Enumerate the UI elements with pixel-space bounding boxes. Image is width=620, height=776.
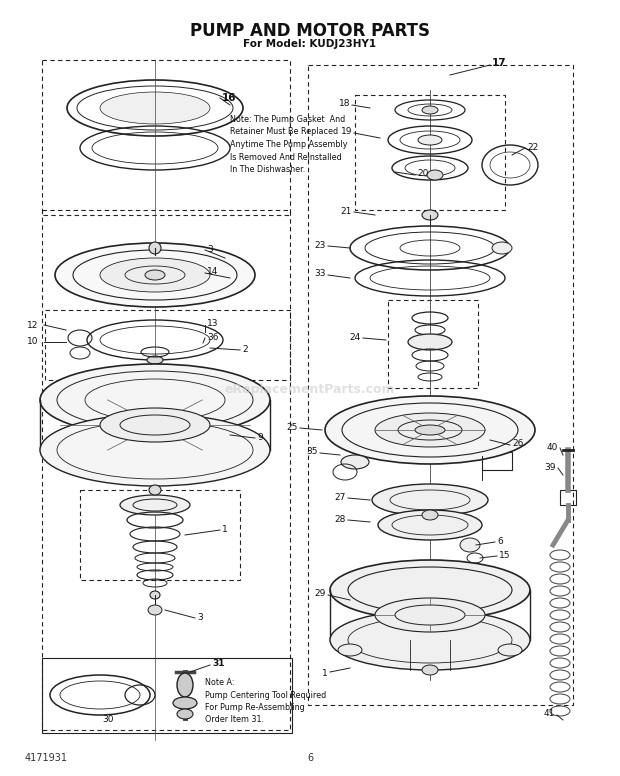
Text: 25: 25 bbox=[286, 422, 298, 431]
Ellipse shape bbox=[120, 495, 190, 515]
Text: 10: 10 bbox=[27, 338, 38, 347]
Ellipse shape bbox=[147, 356, 163, 364]
Bar bbox=[42, 658, 292, 733]
Text: 18: 18 bbox=[339, 99, 350, 109]
Text: 33: 33 bbox=[314, 269, 326, 279]
Text: 1: 1 bbox=[222, 525, 228, 534]
Bar bbox=[45, 310, 290, 380]
Text: 14: 14 bbox=[207, 268, 218, 276]
Text: 6: 6 bbox=[497, 536, 503, 546]
Text: 16: 16 bbox=[222, 93, 236, 103]
Ellipse shape bbox=[492, 242, 512, 254]
Text: 21: 21 bbox=[340, 206, 352, 216]
Text: 26: 26 bbox=[512, 439, 523, 449]
Text: 27: 27 bbox=[335, 493, 346, 501]
Ellipse shape bbox=[177, 673, 193, 697]
Ellipse shape bbox=[177, 709, 193, 719]
Ellipse shape bbox=[145, 270, 165, 280]
Text: 3: 3 bbox=[197, 614, 203, 622]
Ellipse shape bbox=[422, 210, 438, 220]
Ellipse shape bbox=[375, 598, 485, 632]
Bar bbox=[308, 65, 573, 705]
Text: 40: 40 bbox=[547, 442, 558, 452]
Text: Note A:
Pump Centering Tool Required
For Pump Re-Assembling
Order Item 31.: Note A: Pump Centering Tool Required For… bbox=[205, 678, 326, 725]
Ellipse shape bbox=[173, 697, 197, 709]
Ellipse shape bbox=[415, 425, 445, 435]
Ellipse shape bbox=[100, 408, 210, 442]
Ellipse shape bbox=[460, 538, 480, 552]
Ellipse shape bbox=[330, 560, 530, 620]
Text: 2: 2 bbox=[242, 345, 247, 354]
Bar bbox=[80, 490, 240, 580]
Bar bbox=[42, 60, 290, 215]
Text: 4171931: 4171931 bbox=[25, 753, 68, 763]
Ellipse shape bbox=[338, 644, 362, 656]
Text: 1: 1 bbox=[322, 668, 328, 677]
Text: 29: 29 bbox=[314, 590, 326, 598]
Text: 23: 23 bbox=[314, 241, 326, 251]
Text: 41: 41 bbox=[544, 709, 555, 719]
Text: 3: 3 bbox=[207, 244, 213, 254]
Bar bbox=[560, 490, 576, 505]
Text: PUMP AND MOTOR PARTS: PUMP AND MOTOR PARTS bbox=[190, 22, 430, 40]
Ellipse shape bbox=[375, 413, 485, 447]
Ellipse shape bbox=[372, 484, 488, 516]
Ellipse shape bbox=[100, 92, 210, 124]
Ellipse shape bbox=[418, 135, 442, 145]
Text: eReplacementParts.com: eReplacementParts.com bbox=[224, 383, 396, 397]
Ellipse shape bbox=[378, 510, 482, 540]
Text: 12: 12 bbox=[27, 320, 38, 330]
Bar bbox=[388, 300, 478, 388]
Ellipse shape bbox=[422, 510, 438, 520]
Text: 28: 28 bbox=[335, 514, 346, 524]
Text: 36: 36 bbox=[207, 332, 218, 341]
Ellipse shape bbox=[100, 258, 210, 292]
Text: 13: 13 bbox=[207, 320, 218, 328]
Text: 31: 31 bbox=[212, 659, 224, 667]
Ellipse shape bbox=[40, 364, 270, 436]
Ellipse shape bbox=[325, 396, 535, 464]
Ellipse shape bbox=[498, 644, 522, 656]
Ellipse shape bbox=[149, 242, 161, 254]
Ellipse shape bbox=[148, 605, 162, 615]
Text: 19: 19 bbox=[340, 127, 352, 137]
Ellipse shape bbox=[422, 106, 438, 114]
Ellipse shape bbox=[422, 665, 438, 675]
Text: 35: 35 bbox=[306, 448, 318, 456]
Ellipse shape bbox=[330, 610, 530, 670]
Text: Note: The Pump Gasket  And
Retainer Must Be Replaced
Anytime The Pump Assembly
I: Note: The Pump Gasket And Retainer Must … bbox=[230, 115, 347, 174]
Ellipse shape bbox=[427, 170, 443, 180]
Text: 30: 30 bbox=[102, 715, 113, 725]
Ellipse shape bbox=[341, 455, 369, 469]
Ellipse shape bbox=[150, 591, 160, 599]
Bar bbox=[482, 452, 512, 470]
Text: 22: 22 bbox=[527, 143, 538, 151]
Bar bbox=[42, 210, 290, 730]
Ellipse shape bbox=[149, 485, 161, 495]
Text: 17: 17 bbox=[492, 58, 507, 68]
Ellipse shape bbox=[40, 414, 270, 486]
Text: 39: 39 bbox=[544, 462, 556, 472]
Text: 9: 9 bbox=[257, 432, 263, 442]
Text: 15: 15 bbox=[499, 550, 510, 559]
Ellipse shape bbox=[55, 243, 255, 307]
Text: For Model: KUDJ23HY1: For Model: KUDJ23HY1 bbox=[244, 39, 376, 49]
Text: 24: 24 bbox=[350, 332, 361, 341]
Text: 6: 6 bbox=[307, 753, 313, 763]
Ellipse shape bbox=[408, 334, 452, 350]
Text: 20: 20 bbox=[417, 169, 428, 178]
Bar bbox=[355, 95, 505, 210]
